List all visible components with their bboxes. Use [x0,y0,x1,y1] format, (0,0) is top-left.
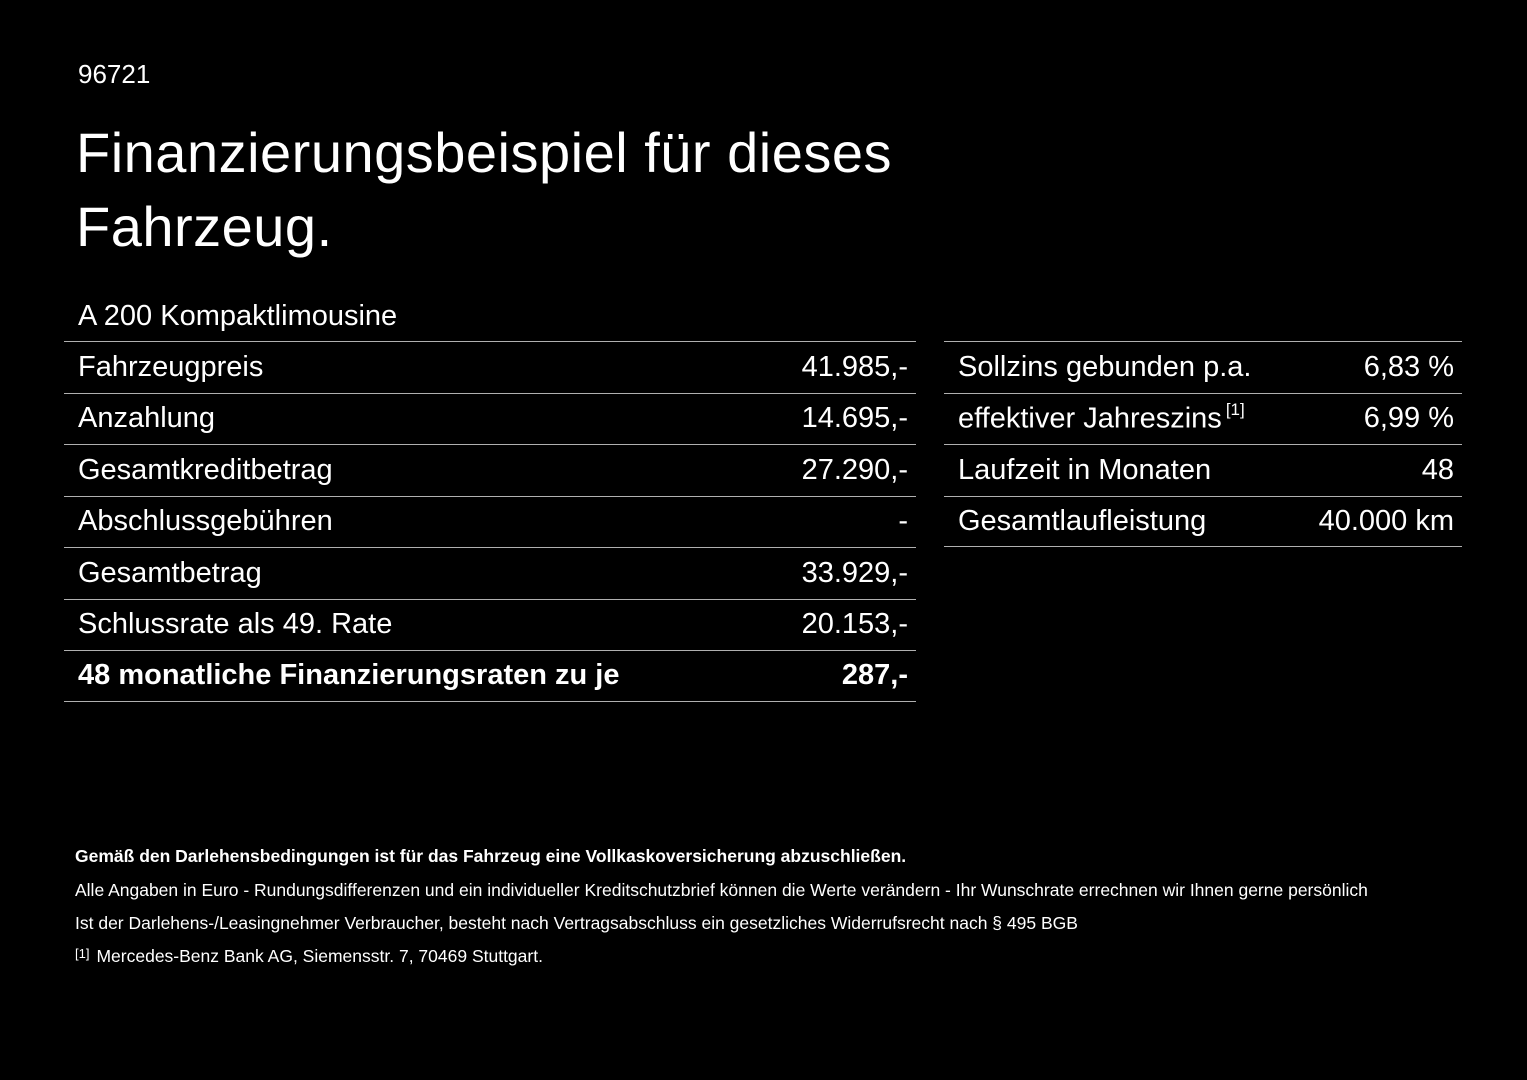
disclaimer-withdrawal: Ist der Darlehens-/Leasingnehmer Verbrau… [75,912,1078,933]
row-label: Abschlussgebühren [78,505,333,538]
row-label: Anzahlung [78,402,216,435]
table-row: Abschlussgebühren - [64,495,916,548]
table-row: Anzahlung 14.695,- [64,392,916,445]
table-row: Schlussrate als 49. Rate 20.153,- [64,598,916,651]
table-row: Sollzins gebunden p.a. 6,83 % [944,341,1462,393]
row-value: 287,- [841,659,908,692]
footnote-text: Mercedes-Benz Bank AG, Siemensstr. 7, 70… [96,945,543,966]
disclaimer-rounding: Alle Angaben in Euro - Rundungsdifferenz… [75,879,1368,900]
table-row: Gesamtlaufleistung 40.000 km [944,495,1462,547]
vehicle-model: A 200 Kompaktlimousine [78,300,398,332]
row-label: Gesamtkreditbetrag [78,453,333,486]
table-row: Fahrzeugpreis 41.985,- [64,341,916,393]
row-label-text: effektiver Jahreszins [958,402,1222,435]
row-value: 6,99 % [1363,402,1454,435]
row-value: 33.929,- [801,556,908,589]
finance-table: Fahrzeugpreis 41.985,- Anzahlung 14.695,… [64,341,916,702]
row-value: 41.985,- [801,350,908,383]
row-value: 14.695,- [801,402,908,435]
row-value: 20.153,- [801,608,908,641]
row-label: Gesamtbetrag [78,556,262,589]
table-row: effektiver Jahreszins [1] 6,99 % [944,392,1462,445]
finance-tables: Fahrzeugpreis 41.985,- Anzahlung 14.695,… [64,341,1462,702]
row-label: 48 monatliche Finanzierungsraten zu je [78,659,620,692]
bank-footnote: [1] Mercedes-Benz Bank AG, Siemensstr. 7,… [75,946,1475,968]
table-row-monthly-rate: 48 monatliche Finanzierungsraten zu je 2… [64,650,916,702]
row-label: Schlussrate als 49. Rate [78,608,393,641]
conditions-table: Sollzins gebunden p.a. 6,83 % effektiver… [944,341,1462,547]
row-label: Sollzins gebunden p.a. [958,350,1252,383]
row-value: 27.290,- [801,453,908,486]
table-row: Gesamtbetrag 33.929,- [64,547,916,599]
row-value: 48 [1421,453,1454,486]
row-label: Fahrzeugpreis [78,350,264,383]
row-value: - [898,505,908,538]
footnote-marker: [1] [75,945,90,961]
table-row: Gesamtkreditbetrag 27.290,- [64,444,916,496]
row-label: effektiver Jahreszins [1] [958,399,1245,436]
row-label: Gesamtlaufleistung [958,504,1207,537]
footer: Gemäß den Darlehensbedingungen ist für d… [75,846,1475,979]
row-value: 40.000 km [1318,504,1454,537]
row-value: 6,83 % [1363,350,1454,383]
table-row: Laufzeit in Monaten 48 [944,444,1462,496]
row-label: Laufzeit in Monaten [958,453,1212,486]
document-number: 96721 [78,59,151,89]
insurance-note: Gemäß den Darlehensbedingungen ist für d… [75,846,907,866]
page-title: Finanzierungsbeispiel für dieses Fahrzeu… [76,121,892,258]
footnote-ref: [1] [1225,399,1245,419]
